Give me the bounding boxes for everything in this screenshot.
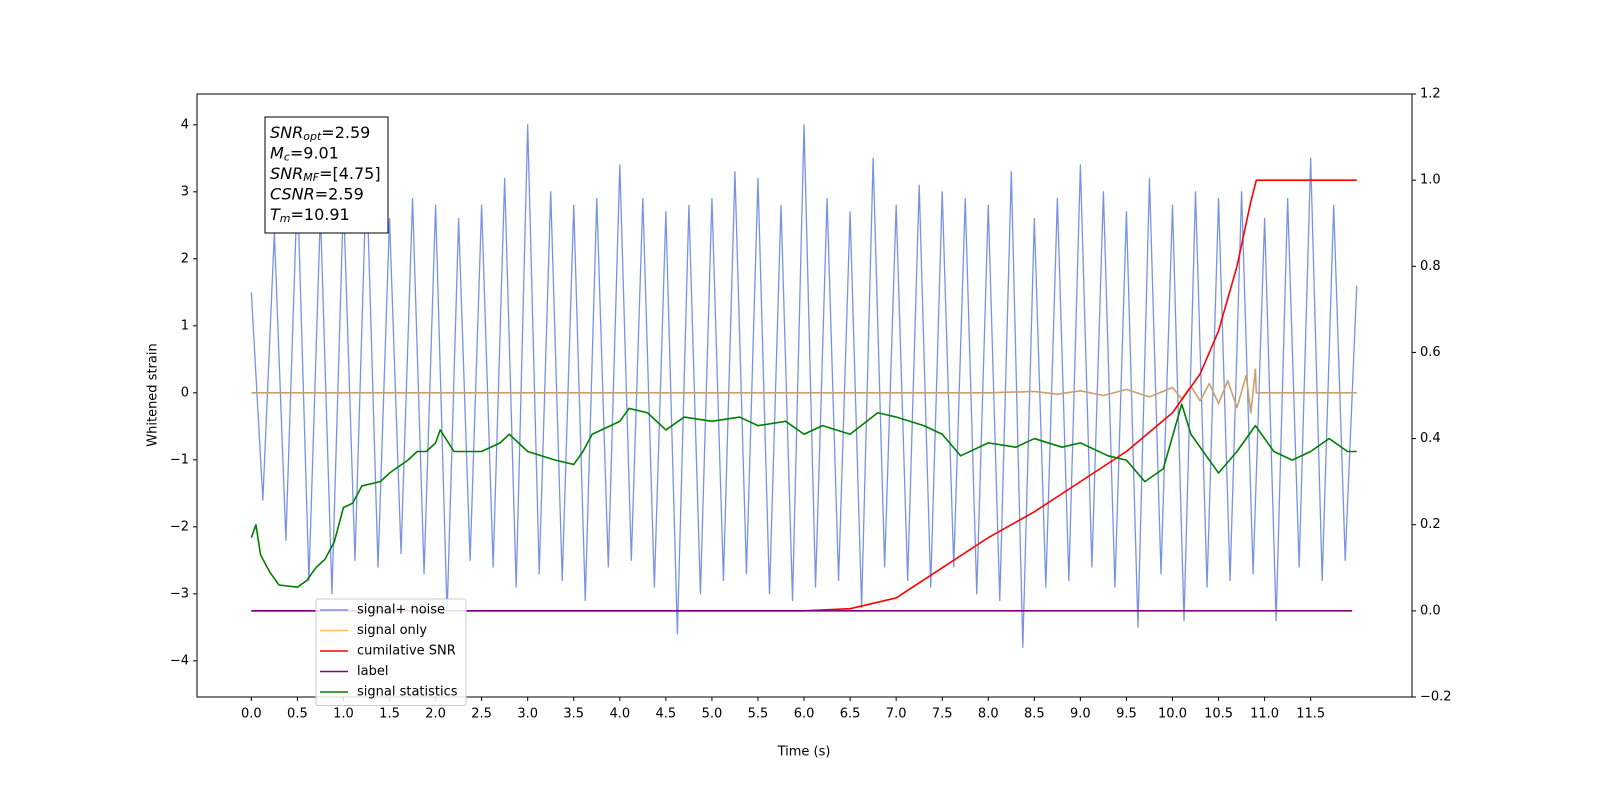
x-tick-label: 10.5 [1204, 707, 1233, 722]
series-line [250, 124, 1358, 649]
annotation-name: CSNR [270, 184, 315, 203]
annotation-sub: m [280, 212, 291, 225]
y-tick-label: 0 [181, 385, 189, 400]
x-tick-label: 11.5 [1296, 707, 1325, 722]
annotation-name: T [270, 205, 281, 224]
x-tick-label: 1.5 [379, 707, 400, 722]
x-tick-label: 7.0 [886, 707, 907, 722]
legend-label: signal only [357, 623, 427, 638]
x-tick-label: 8.5 [1024, 707, 1045, 722]
x-tick-label: 10.0 [1158, 707, 1187, 722]
legend: signal+ noise signal only cumilative SNR la… [315, 598, 467, 706]
y2-tick-label: 0.0 [1420, 603, 1441, 618]
x-tick-label: 9.5 [1116, 707, 1137, 722]
y-tick-label: −4 [170, 653, 189, 668]
annotation-text: SNRopt=2.59 [270, 123, 370, 144]
y-tick-label: 4 [181, 117, 189, 132]
x-tick-label: 0.0 [241, 707, 262, 722]
x-tick-label: 1.0 [333, 707, 354, 722]
annotation-text: Tm=10.91 [270, 205, 350, 226]
series-line [250, 403, 1357, 588]
x-tick-label: 11.0 [1250, 707, 1279, 722]
y2-tick-label: 0.2 [1420, 517, 1441, 532]
x-tick-label: 3.5 [563, 707, 584, 722]
y2-tick-label: 0.6 [1420, 345, 1441, 360]
x-tick-label: 6.5 [840, 707, 861, 722]
y-tick-label: 2 [181, 251, 189, 266]
x-tick-label: 5.0 [702, 707, 723, 722]
y2-tick-label: −0.2 [1420, 690, 1452, 705]
legend-label: cumilative SNR [357, 644, 456, 659]
annotation-name: M [270, 143, 284, 162]
x-tick-label: 4.0 [609, 707, 630, 722]
y2-tick-label: 1.2 [1420, 87, 1441, 102]
y-tick-label: −1 [170, 452, 189, 467]
annotation-value: =2.59 [315, 184, 364, 203]
x-tick-label: 9.0 [1070, 707, 1091, 722]
x-tick-label: 0.5 [287, 707, 308, 722]
x-tick-label: 2.5 [471, 707, 492, 722]
y-tick-label: −3 [170, 586, 189, 601]
x-tick-label: 3.0 [517, 707, 538, 722]
annotation-sub: c [284, 151, 290, 164]
annotation-text: SNRMF=[4.75] [270, 164, 381, 185]
legend-frame [315, 598, 467, 706]
annotation-box: SNRopt=2.59Mc=9.01SNRMF=[4.75]CSNR=2.59T… [264, 116, 389, 234]
annotation-value: =10.91 [291, 205, 350, 224]
x-tick-label: 4.5 [656, 707, 677, 722]
annotation-sub: opt [303, 130, 322, 143]
y2-tick-label: 0.4 [1420, 431, 1441, 446]
y-tick-label: 3 [181, 184, 189, 199]
annotation-value: =2.59 [321, 123, 370, 142]
x-tick-label: 8.0 [978, 707, 999, 722]
x-tick-label: 7.5 [932, 707, 953, 722]
annotation-text: Mc=9.01 [270, 143, 339, 164]
x-tick-label: 5.5 [748, 707, 769, 722]
annotation-text: CSNR=2.59 [270, 184, 364, 203]
y-tick-label: −2 [170, 519, 189, 534]
x-tick-label: 2.0 [425, 707, 446, 722]
annotation-frame [264, 116, 389, 234]
legend-label: label [357, 664, 388, 679]
legend-label: signal statistics [357, 685, 458, 700]
y-tick-label: 1 [181, 318, 189, 333]
annotation-sub: MF [303, 171, 319, 184]
annotation-value: =[4.75] [319, 164, 381, 183]
annotation-name: SNR [270, 123, 303, 142]
annotation-value: =9.01 [290, 143, 339, 162]
x-axis-label: Time (s) [777, 745, 831, 760]
y2-tick-label: 1.0 [1420, 173, 1441, 188]
legend-label: signal+ noise [357, 603, 445, 618]
x-tick-label: 6.0 [794, 707, 815, 722]
series-line [251, 179, 1357, 612]
y-axis-label: Whitened strain [146, 343, 161, 446]
annotation-name: SNR [270, 164, 303, 183]
y2-tick-label: 0.8 [1420, 259, 1441, 274]
